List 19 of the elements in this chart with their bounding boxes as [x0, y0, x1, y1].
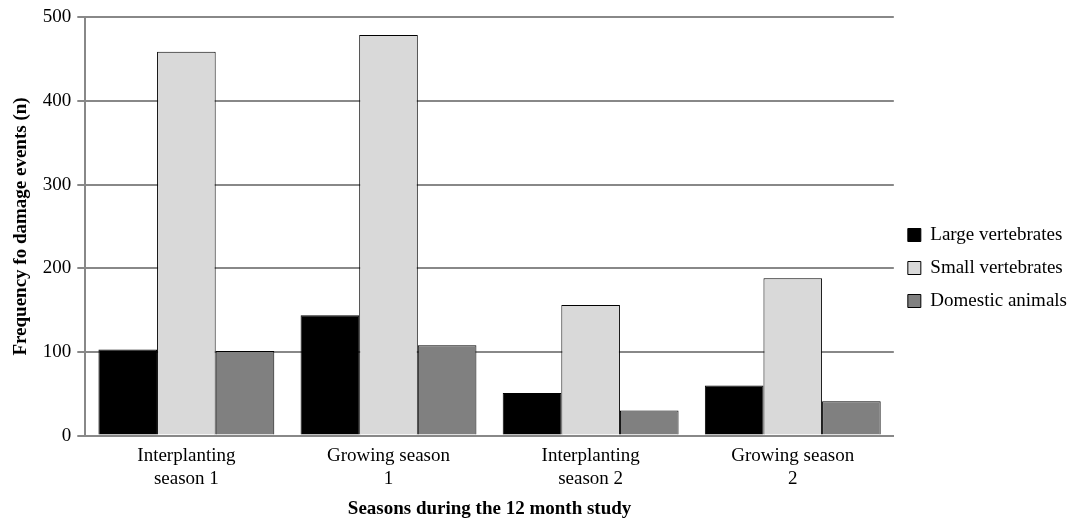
- y-tick-label: 300: [42, 172, 72, 194]
- legend-label: Small vertebrates: [930, 255, 1063, 277]
- y-axis-title: Frequency fo damage events (n): [9, 97, 32, 356]
- y-tick-label: 400: [42, 89, 72, 111]
- bar: [300, 315, 360, 435]
- y-tick-label: 200: [42, 256, 72, 278]
- bar: [704, 385, 764, 435]
- x-tick-label: Interplanting season 1: [137, 443, 236, 488]
- y-tick-label: 100: [42, 339, 72, 361]
- y-tick-label: 0: [61, 423, 72, 445]
- legend-label: Domestic animals: [930, 288, 1068, 310]
- x-tick-label: Growing season 1: [327, 443, 451, 488]
- legend-label: Large vertebrates: [930, 222, 1063, 244]
- x-axis-title: Seasons during the 12 month study: [347, 496, 632, 518]
- x-tick-label: Interplanting season 2: [541, 443, 641, 488]
- x-tick-label: Growing season 2: [731, 443, 855, 488]
- bar: [98, 349, 158, 435]
- bar: [502, 392, 562, 435]
- y-tick-label: 500: [42, 5, 72, 27]
